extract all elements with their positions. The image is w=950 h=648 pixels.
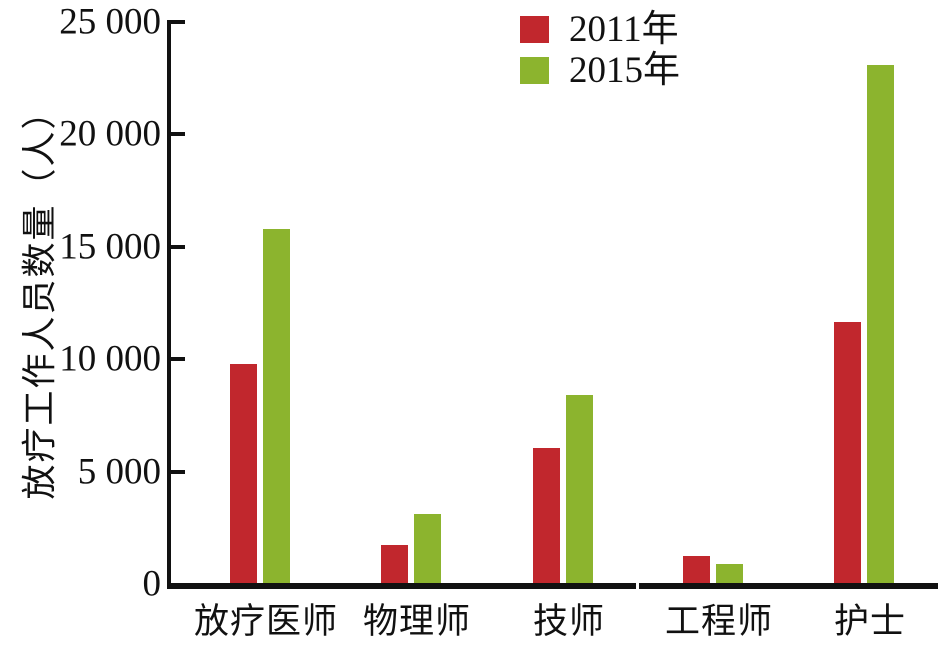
x-axis-category-label: 护士	[833, 602, 907, 641]
y-tick-label: 15 000	[59, 226, 161, 268]
legend-item-2011: 2011年	[520, 11, 680, 48]
legend: 2011年 2015年	[520, 11, 680, 98]
y-axis-title: 放疗工作人员数量（人）	[20, 92, 60, 500]
legend-label-2011: 2011年	[569, 9, 679, 50]
y-tick-mark	[171, 132, 185, 137]
legend-item-2015: 2015年	[520, 52, 680, 89]
bar-2015年-物理师	[414, 514, 441, 584]
y-axis-line	[167, 20, 171, 589]
y-tick-mark	[171, 357, 185, 362]
legend-swatch-2011	[520, 16, 549, 43]
y-tick-mark	[171, 244, 185, 249]
bar-2011年-物理师	[381, 545, 408, 584]
bar-2011年-放疗医师	[230, 364, 257, 584]
bar-2015年-工程师	[716, 564, 743, 584]
y-tick-label: 20 000	[59, 113, 161, 155]
x-axis-category-label: 物理师	[362, 602, 472, 641]
x-axis-category-label: 技师	[532, 602, 606, 641]
x-axis-line	[167, 583, 938, 589]
x-axis-line-gap	[636, 583, 639, 589]
bar-2011年-工程师	[683, 556, 710, 584]
y-tick-mark	[171, 20, 185, 24]
y-tick-mark	[171, 469, 185, 474]
bar-2015年-放疗医师	[263, 229, 290, 584]
bar-2015年-护士	[867, 65, 894, 584]
y-tick-label: 10 000	[59, 338, 161, 380]
y-tick-label: 25 000	[59, 1, 161, 43]
bar-2011年-护士	[834, 322, 861, 584]
bar-2015年-技师	[566, 395, 593, 584]
y-tick-label: 5 000	[77, 451, 161, 493]
legend-label-2015: 2015年	[569, 50, 680, 91]
x-axis-category-label: 放疗医师	[193, 602, 339, 641]
y-tick-label: 0	[142, 563, 162, 605]
legend-swatch-2015	[520, 57, 549, 84]
bar-2011年-技师	[533, 448, 560, 584]
x-axis-category-label: 工程师	[664, 602, 774, 641]
